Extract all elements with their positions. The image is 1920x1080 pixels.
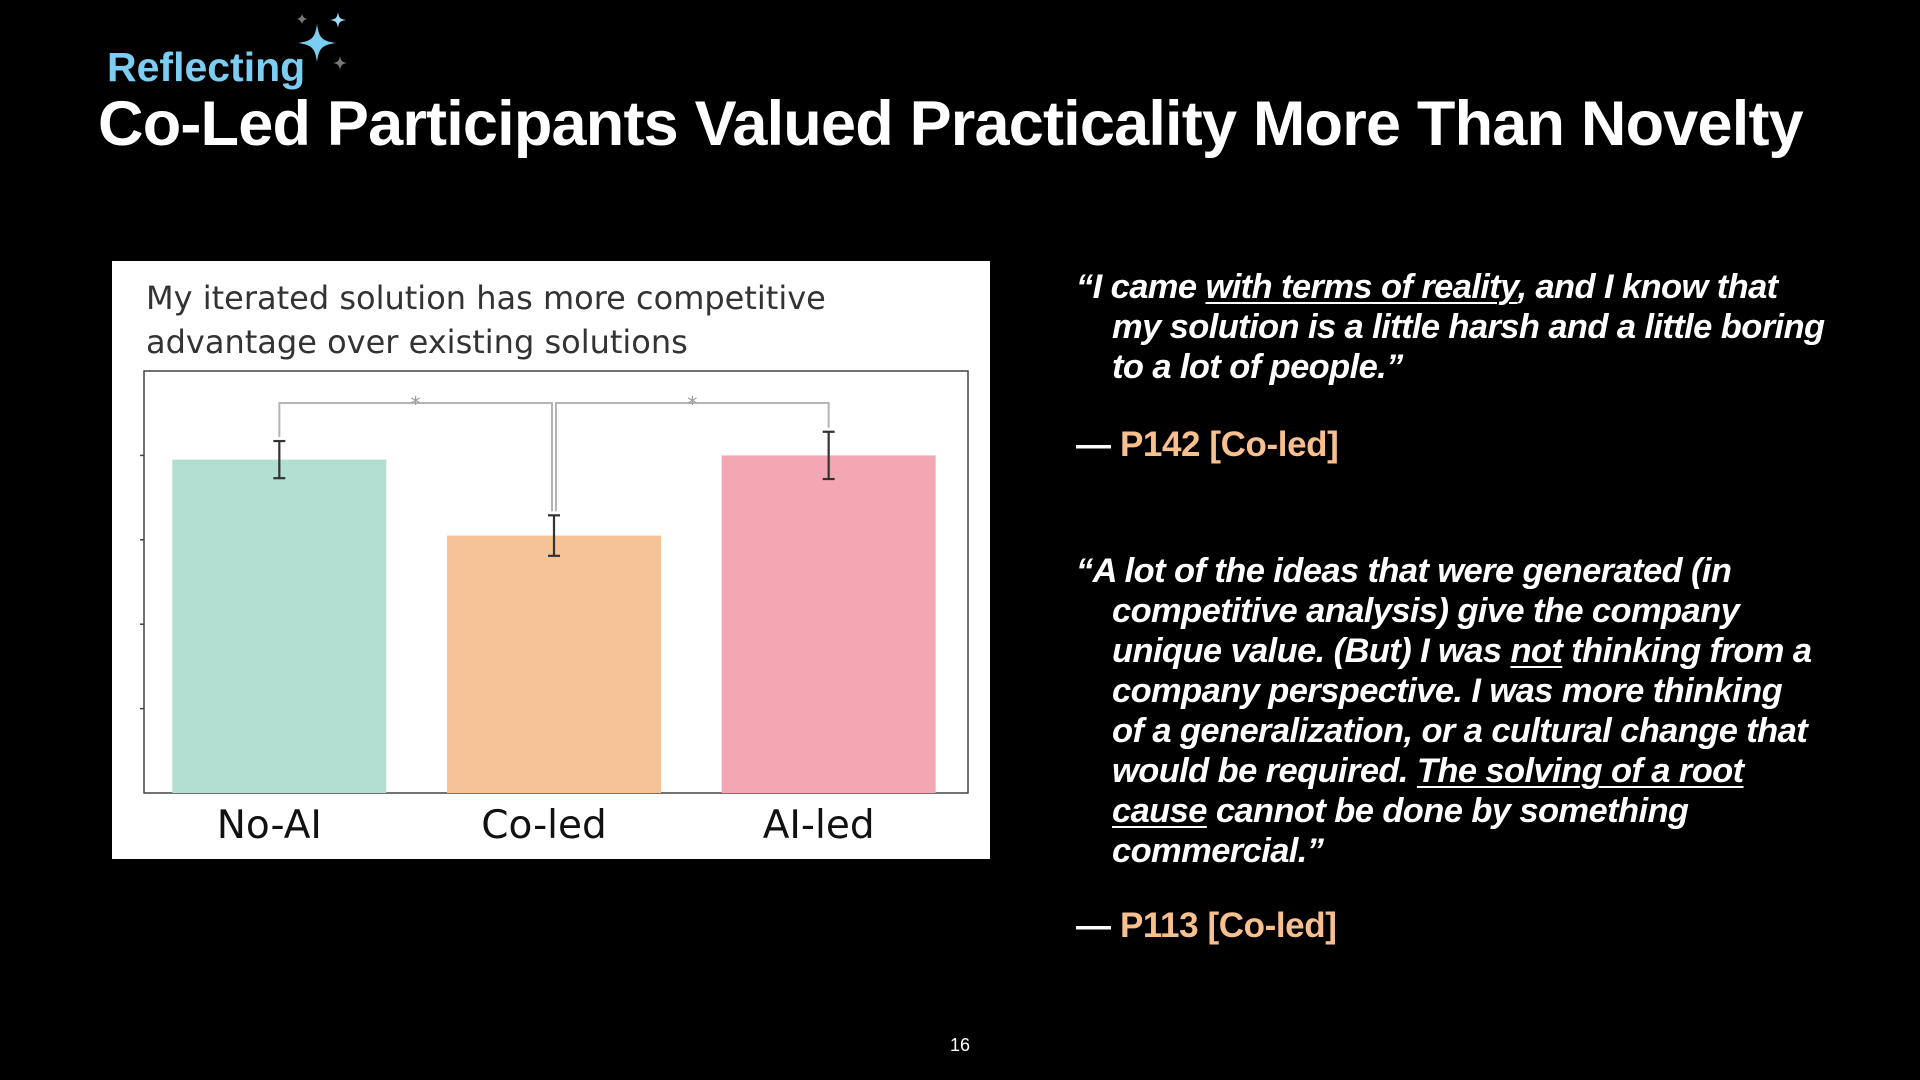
quote-text: company perspective. I was more thinking — [1112, 672, 1783, 710]
sparkle-icon — [297, 12, 347, 70]
bar-chart: My iterated solution has more competitiv… — [140, 279, 969, 848]
chart-panel: My iterated solution has more competitiv… — [112, 261, 990, 859]
chart-title-line: My iterated solution has more competitiv… — [146, 279, 826, 317]
significance-star: * — [411, 392, 421, 416]
attribution-p113: — P113 [Co-led] — [1076, 906, 1337, 946]
x-tick-label: AI-led — [763, 803, 875, 848]
significance-star: * — [687, 392, 697, 416]
quote-text: thinking from a — [1562, 632, 1812, 670]
chart-title-line: advantage over existing solutions — [146, 323, 688, 361]
quote-text: , and I know that — [1517, 268, 1779, 306]
quote-line: would be required. The solving of a root — [1076, 751, 1836, 791]
quote-text: “I came — [1076, 268, 1206, 306]
significance-bracket — [555, 402, 830, 512]
quote-line: cause cannot be done by something — [1076, 791, 1836, 831]
x-tick-label: No-AI — [217, 803, 322, 848]
x-tick-label: Co-led — [481, 803, 606, 848]
attribution-p142: — P142 [Co-led] — [1076, 425, 1339, 465]
quote-text: of a generalization, or a cultural chang… — [1112, 712, 1808, 750]
quote-text: to a lot of people.” — [1112, 348, 1403, 386]
underlined-text: with terms of reality — [1205, 268, 1518, 306]
quote-line: competitive analysis) give the company — [1076, 591, 1836, 631]
slide-title: Co-Led Participants Valued Practicality … — [98, 89, 1804, 159]
page-number: 16 — [949, 1035, 971, 1055]
quote-text: would be required. — [1112, 752, 1417, 790]
quote-text: unique value. (But) I was — [1112, 632, 1511, 670]
quote-text: commercial.” — [1112, 832, 1324, 870]
quote-text: competitive analysis) give the company — [1112, 592, 1740, 630]
underlined-text: The solving of a root — [1416, 752, 1744, 790]
quote-text: “A lot of the ideas that were generated … — [1076, 552, 1732, 590]
bar-co-led — [447, 535, 661, 793]
quote-line: my solution is a little harsh and a litt… — [1076, 307, 1836, 347]
bar-no-ai — [172, 459, 387, 793]
quote-line: unique value. (But) I was not thinking f… — [1076, 631, 1836, 671]
significance-bracket — [278, 402, 553, 512]
quote-line: “I came with terms of reality, and I kno… — [1076, 267, 1836, 307]
underlined-text: cause — [1112, 792, 1207, 830]
quote-text: my solution is a little harsh and a litt… — [1112, 308, 1825, 346]
underlined-text: not — [1510, 632, 1563, 670]
quote-line: of a generalization, or a cultural chang… — [1076, 711, 1836, 751]
quote-text: cannot be done by something — [1206, 792, 1689, 830]
quote-p113: “A lot of the ideas that were generated … — [1076, 551, 1836, 871]
attribution-name: P113 [Co-led] — [1119, 906, 1337, 945]
quote-line: commercial.” — [1076, 831, 1836, 871]
attribution-dash: — — [1076, 906, 1111, 945]
attribution-dash: — — [1076, 425, 1111, 464]
quote-line: “A lot of the ideas that were generated … — [1076, 551, 1836, 591]
quote-line: company perspective. I was more thinking — [1076, 671, 1836, 711]
attribution-name: P142 [Co-led] — [1119, 425, 1339, 464]
quote-line: to a lot of people.” — [1076, 347, 1836, 387]
quote-p142: “I came with terms of reality, and I kno… — [1076, 267, 1836, 387]
bar-ai-led — [721, 455, 936, 793]
section-label: Reflecting — [107, 44, 306, 90]
